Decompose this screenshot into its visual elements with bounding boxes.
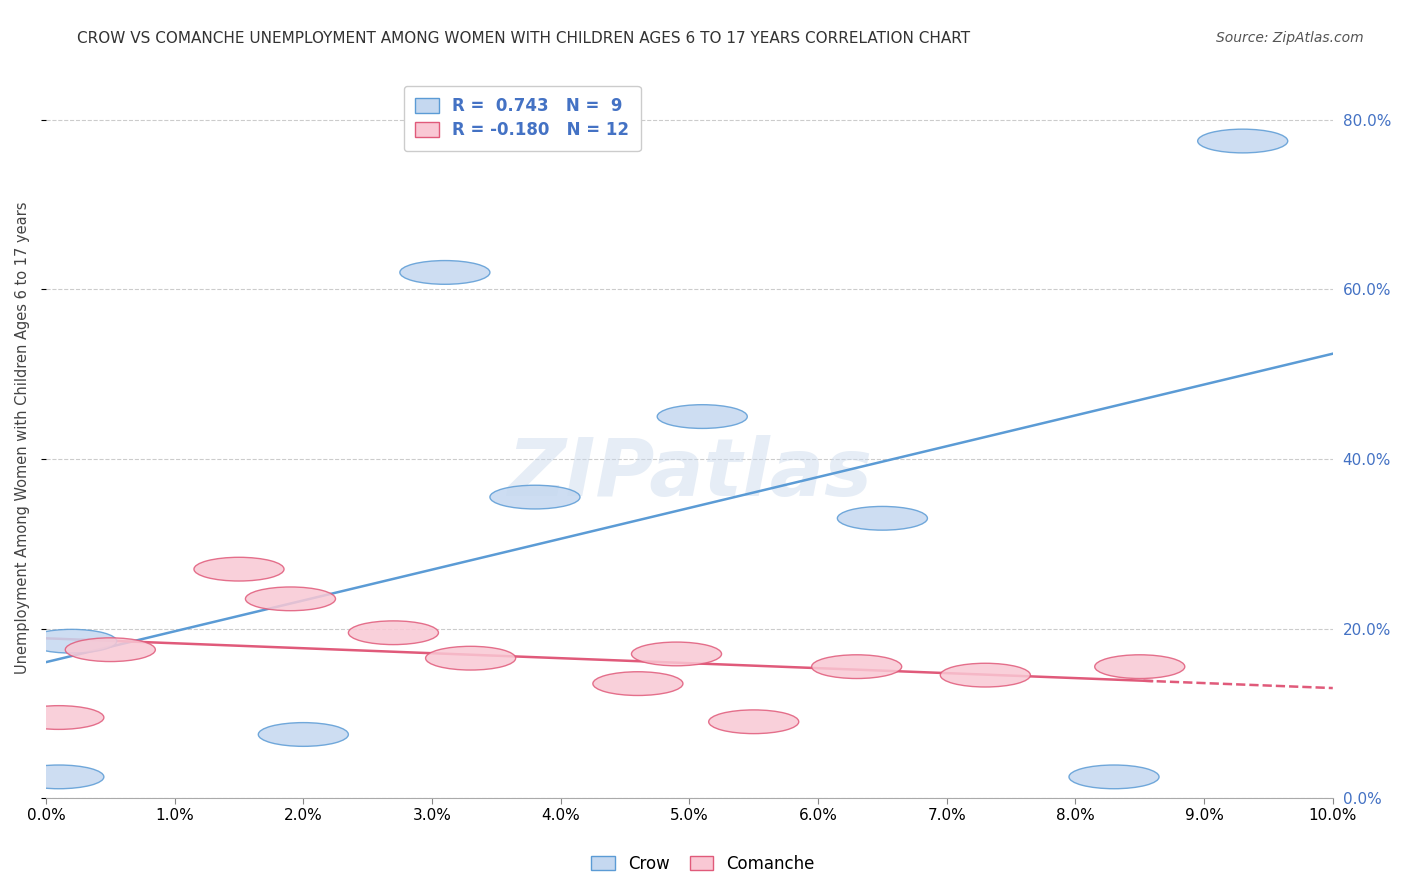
Ellipse shape bbox=[65, 638, 155, 662]
Ellipse shape bbox=[838, 507, 928, 530]
Ellipse shape bbox=[811, 655, 901, 679]
Ellipse shape bbox=[489, 485, 581, 509]
Ellipse shape bbox=[657, 405, 747, 428]
Ellipse shape bbox=[426, 647, 516, 670]
Text: CROW VS COMANCHE UNEMPLOYMENT AMONG WOMEN WITH CHILDREN AGES 6 TO 17 YEARS CORRE: CROW VS COMANCHE UNEMPLOYMENT AMONG WOME… bbox=[77, 31, 970, 46]
Y-axis label: Unemployment Among Women with Children Ages 6 to 17 years: Unemployment Among Women with Children A… bbox=[15, 202, 30, 674]
Ellipse shape bbox=[246, 587, 336, 611]
Ellipse shape bbox=[14, 765, 104, 789]
Ellipse shape bbox=[14, 706, 104, 730]
Ellipse shape bbox=[1095, 655, 1185, 679]
Ellipse shape bbox=[349, 621, 439, 645]
Legend: Crow, Comanche: Crow, Comanche bbox=[585, 848, 821, 880]
Ellipse shape bbox=[259, 723, 349, 747]
Ellipse shape bbox=[399, 260, 489, 285]
Ellipse shape bbox=[631, 642, 721, 665]
Ellipse shape bbox=[709, 710, 799, 733]
Ellipse shape bbox=[194, 558, 284, 581]
Ellipse shape bbox=[1069, 765, 1159, 789]
Text: ZIPatlas: ZIPatlas bbox=[508, 434, 872, 513]
Text: Source: ZipAtlas.com: Source: ZipAtlas.com bbox=[1216, 31, 1364, 45]
Ellipse shape bbox=[1198, 129, 1288, 153]
Ellipse shape bbox=[941, 664, 1031, 687]
Ellipse shape bbox=[27, 630, 117, 653]
Legend: R =  0.743   N =  9, R = -0.180   N = 12: R = 0.743 N = 9, R = -0.180 N = 12 bbox=[404, 86, 641, 151]
Ellipse shape bbox=[593, 672, 683, 696]
